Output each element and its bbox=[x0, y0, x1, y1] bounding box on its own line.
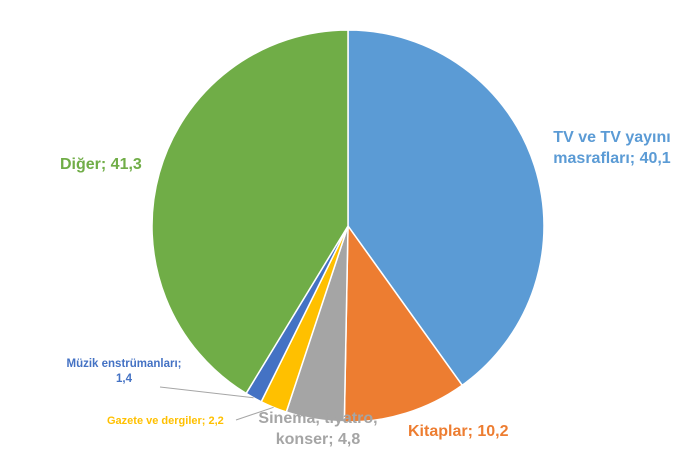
pie-slice-tv bbox=[347, 29, 545, 387]
data-label-tv: TV ve TV yayını masrafları; 40,1 bbox=[553, 129, 671, 167]
data-label-gazete: Gazete ve dergiler; 2,2 bbox=[107, 415, 224, 427]
data-label-kitaplar: Kitaplar; 10,2 bbox=[408, 423, 509, 440]
data-label-muzik: Müzik enstrümanları; 1,4 bbox=[66, 358, 182, 385]
leader-line-gazete bbox=[235, 406, 274, 421]
pie-slice-kitaplar bbox=[343, 223, 464, 423]
data-label-sinema: Sinema, tiyatro, konser; 4,8 bbox=[258, 410, 378, 448]
pie-slice-diger bbox=[151, 29, 349, 395]
data-label-diger: Diğer; 41,3 bbox=[60, 156, 142, 173]
leader-line-muzik bbox=[159, 386, 254, 399]
